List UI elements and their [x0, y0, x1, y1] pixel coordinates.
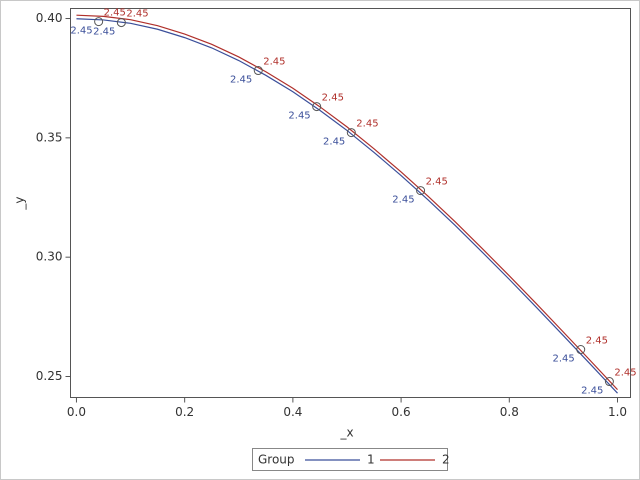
y-tick-label: 0.35: [36, 130, 63, 144]
y-axis-label: _y: [13, 196, 27, 210]
point: [253, 66, 263, 76]
point-label: 2.45: [70, 26, 92, 37]
point-label: 2.45: [322, 93, 344, 104]
legend-title: Group: [258, 453, 295, 467]
legend-label: 1: [367, 453, 375, 467]
point-label: 2.45: [126, 9, 148, 20]
point-label: 2.45: [230, 75, 252, 86]
x-tick-label: 0.4: [283, 405, 302, 419]
point-label: 2.45: [288, 111, 310, 122]
x-tick-label: 1.0: [608, 405, 627, 419]
point: [94, 17, 104, 27]
point-label: 2.45: [104, 8, 126, 19]
x-tick-label: 0.8: [500, 405, 519, 419]
x-axis-label: _x: [339, 426, 353, 440]
point-label: 2.45: [581, 386, 603, 397]
y-tick-label: 0.25: [36, 369, 63, 383]
point-label: 2.45: [614, 368, 636, 379]
point-label: 2.45: [552, 354, 574, 365]
x-tick-label: 0.2: [175, 405, 194, 419]
point: [116, 18, 126, 28]
point: [416, 186, 426, 196]
series-line: [76, 14, 618, 391]
point-label: 2.45: [323, 137, 345, 148]
point: [312, 102, 322, 112]
legend-label: 2: [442, 453, 450, 467]
x-tick-label: 0.0: [67, 405, 86, 419]
y-tick-label: 0.40: [36, 11, 63, 25]
point-label: 2.45: [392, 195, 414, 206]
point-label: 2.45: [93, 27, 115, 38]
plot-frame: [70, 8, 631, 398]
y-tick-label: 0.30: [36, 250, 63, 264]
point-label: 2.45: [586, 336, 608, 347]
point: [576, 345, 586, 355]
point-label: 2.45: [426, 177, 448, 188]
point: [604, 377, 614, 387]
point-label: 2.45: [356, 119, 378, 130]
point-label: 2.45: [263, 57, 285, 68]
point: [346, 128, 356, 138]
x-tick-label: 0.6: [392, 405, 411, 419]
series-line: [76, 18, 618, 394]
